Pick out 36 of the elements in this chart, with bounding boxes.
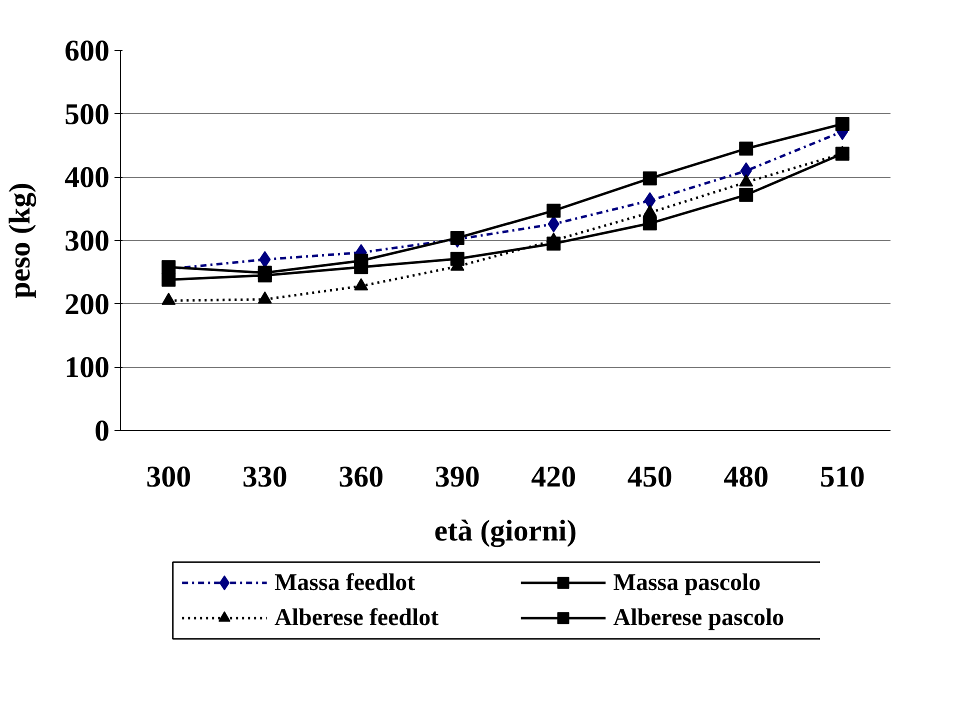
x-tick-label: 420: [531, 460, 576, 494]
y-tick-label: 200: [64, 288, 110, 321]
point: [450, 230, 464, 245]
point: [450, 252, 464, 266]
y-tick-label: 400: [64, 161, 110, 194]
y-tick-label: 500: [64, 98, 110, 131]
point: [546, 204, 561, 218]
legend-label: Massa pascolo: [613, 570, 761, 596]
x-tick-label: 510: [820, 460, 865, 494]
x-tick-label: 450: [627, 460, 672, 494]
x-tick-label: 360: [338, 460, 384, 494]
point: [642, 216, 657, 230]
x-tick-label: 480: [724, 460, 769, 494]
y-tick-label: 600: [64, 34, 110, 68]
x-tick-label: 300: [146, 460, 192, 494]
x-tick-label: 330: [242, 460, 288, 494]
x-tick-label: 390: [434, 460, 480, 494]
point: [642, 171, 657, 186]
y-axis-title: peso (kg): [4, 182, 36, 298]
point: [835, 146, 850, 161]
point: [546, 236, 561, 251]
point: [835, 116, 850, 131]
legend-label: Massa feedlot: [274, 570, 416, 596]
y-tick-label: 300: [64, 224, 110, 258]
point: [162, 272, 176, 287]
point: [739, 188, 754, 202]
legend-label: Alberese feedlot: [274, 605, 439, 632]
y-tick-label: 0: [94, 414, 110, 448]
point: [258, 268, 272, 282]
legend-label: Alberese pascolo: [613, 605, 784, 632]
point: [259, 251, 271, 268]
x-axis-title: età (giorni): [434, 514, 577, 548]
y-tick-label: 100: [64, 351, 110, 384]
point: [739, 142, 754, 156]
point: [162, 260, 176, 274]
point: [354, 260, 368, 274]
